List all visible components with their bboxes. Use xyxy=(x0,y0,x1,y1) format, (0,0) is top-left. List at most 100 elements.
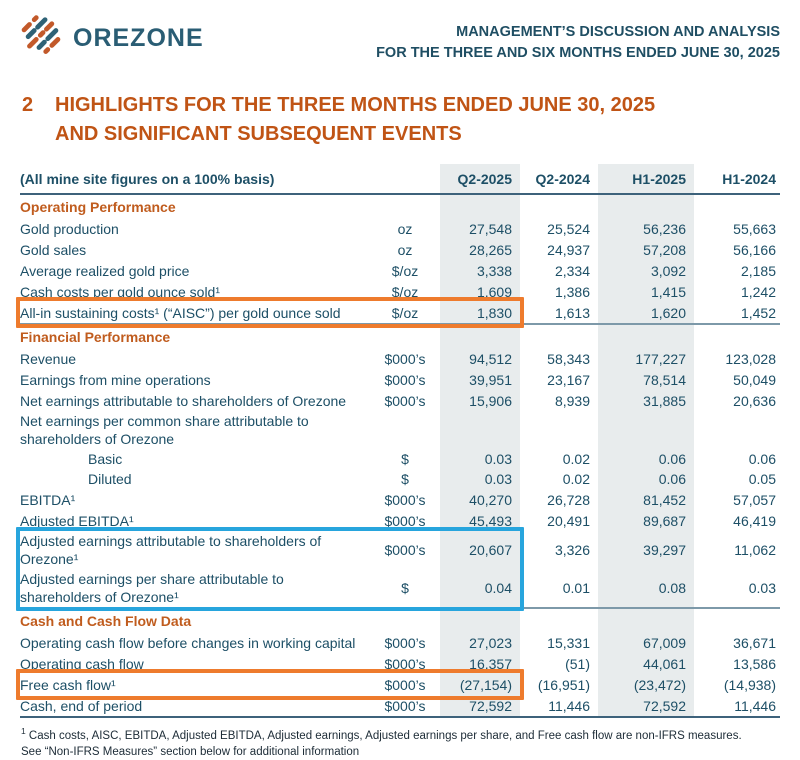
row-unit: oz xyxy=(397,241,413,258)
value-q2-2025: 45,493 xyxy=(440,510,520,531)
table-row: Adjusted earnings attributable to shareh… xyxy=(20,531,780,569)
value-h1-2025: 78,514 xyxy=(598,369,694,390)
value-h1-2025: 0.06 xyxy=(598,469,694,489)
cell-empty xyxy=(440,195,520,218)
value-h1-2025: 0.06 xyxy=(598,449,694,469)
row-unit: $000’s xyxy=(384,634,426,651)
row-label: Basic xyxy=(88,451,123,467)
row-unit: $000’s xyxy=(384,491,426,508)
section-title-line2: AND SIGNIFICANT SUBSEQUENT EVENTS xyxy=(55,123,462,145)
value-q2-2024: 15,331 xyxy=(547,634,590,651)
row-label: Diluted xyxy=(88,471,132,487)
row-unit: oz xyxy=(397,220,413,237)
row-label: EBITDA¹ xyxy=(20,491,76,508)
section-heading: 2 HIGHLIGHTS FOR THE THREE MONTHS ENDED … xyxy=(0,64,800,149)
table-row: Basic $ 0.03 0.02 0.06 0.06 xyxy=(20,449,780,469)
unit-column-header xyxy=(370,164,440,193)
value-q2-2025: 27,023 xyxy=(440,632,520,653)
table-row: Cash, end of period $000’s 72,592 11,446… xyxy=(20,695,780,718)
value-q2-2025: 16,357 xyxy=(440,653,520,674)
row-label: Cash costs per gold ounce sold¹ xyxy=(20,283,220,300)
value-q2-2025: 0.03 xyxy=(440,449,520,469)
row-label: Free cash flow¹ xyxy=(20,676,116,693)
table-row: Average realized gold price $/oz 3,338 2… xyxy=(20,260,780,281)
value-q2-2025: 94,512 xyxy=(440,348,520,369)
row-unit: $000’s xyxy=(384,512,426,529)
column-header-q2-2024: Q2-2024 xyxy=(535,171,590,187)
row-label: Earnings from mine operations xyxy=(20,371,211,388)
row-label: Adjusted earnings per share attributable… xyxy=(20,571,284,605)
row-label: Cash, end of period xyxy=(20,697,143,714)
value-q2-2024: 24,937 xyxy=(547,241,590,258)
document-title: MANAGEMENT’S DISCUSSION AND ANALYSIS FOR… xyxy=(376,13,780,64)
value-h1-2025: 72,592 xyxy=(598,695,694,716)
value-h1-2024: 20,636 xyxy=(733,392,776,409)
free-cash-flow-highlight-box: Free cash flow¹ $000’s (27,154) (16,951)… xyxy=(16,669,780,700)
group-header-operating-performance: Operating Performance xyxy=(20,195,780,218)
row-unit: $/oz xyxy=(391,283,419,300)
value-q2-2024: 1,613 xyxy=(554,304,590,321)
row-label: Net earnings attributable to shareholder… xyxy=(20,392,347,409)
value-h1-2025: 39,297 xyxy=(598,531,694,569)
cell-empty xyxy=(520,325,598,348)
value-q2-2025: 27,548 xyxy=(440,218,520,239)
value-h1-2025: 1,415 xyxy=(598,281,694,302)
row-unit: $000’s xyxy=(384,350,426,367)
row-label: Gold production xyxy=(20,220,119,237)
cell-empty xyxy=(598,609,694,632)
value-q2-2025: 40,270 xyxy=(440,489,520,510)
orezone-logo-icon xyxy=(18,13,64,64)
table-row: Net earnings attributable to shareholder… xyxy=(20,390,780,411)
value-q2-2025: 1,609 xyxy=(440,281,520,302)
value-h1-2024: 11,446 xyxy=(734,697,776,714)
cell-empty xyxy=(694,195,780,218)
value-q2-2024 xyxy=(520,411,598,449)
column-header-h1-2025: H1-2025 xyxy=(598,164,694,193)
section-title: HIGHLIGHTS FOR THE THREE MONTHS ENDED JU… xyxy=(55,91,655,149)
value-h1-2025: 44,061 xyxy=(598,653,694,674)
table-row: Gold sales oz 28,265 24,937 57,208 56,16… xyxy=(20,239,780,260)
value-h1-2025 xyxy=(598,411,694,449)
value-q2-2024: 11,446 xyxy=(548,697,590,714)
row-label: All-in sustaining costs¹ (“AISC”) per go… xyxy=(20,304,341,321)
cell-empty xyxy=(598,195,694,218)
cell-empty xyxy=(440,325,520,348)
adjusted-earnings-highlight-box: Adjusted earnings attributable to shareh… xyxy=(16,527,780,611)
value-h1-2024: 56,166 xyxy=(733,241,776,258)
column-header-q2-2025: Q2-2025 xyxy=(440,164,520,193)
cell-empty xyxy=(370,325,440,348)
document-title-line1: MANAGEMENT’S DISCUSSION AND ANALYSIS xyxy=(456,24,780,40)
value-h1-2024: 50,049 xyxy=(733,371,776,388)
document-title-line2: FOR THE THREE AND SIX MONTHS ENDED JUNE … xyxy=(376,45,780,61)
row-label: Operating cash flow xyxy=(20,655,144,672)
value-q2-2025: (27,154) xyxy=(440,674,520,695)
row-unit: $000’s xyxy=(384,697,426,714)
value-h1-2024: 57,057 xyxy=(733,491,776,508)
table-row: Cash costs per gold ounce sold¹ $/oz 1,6… xyxy=(20,281,780,302)
brand-wordmark: OREZONE xyxy=(73,24,204,52)
value-h1-2024: 13,586 xyxy=(733,655,776,672)
table-row: Gold production oz 27,548 25,524 56,236 … xyxy=(20,218,780,239)
value-q2-2025: 15,906 xyxy=(440,390,520,411)
value-q2-2024: 1,386 xyxy=(554,283,590,300)
value-h1-2025: 3,092 xyxy=(598,260,694,281)
cell-empty xyxy=(598,325,694,348)
value-h1-2024: 0.03 xyxy=(748,580,776,596)
value-q2-2024: 8,939 xyxy=(554,392,590,409)
value-q2-2024: 25,524 xyxy=(547,220,590,237)
value-h1-2024: (14,938) xyxy=(723,676,776,693)
value-q2-2024: 0.02 xyxy=(562,471,590,487)
table-row: Operating cash flow $000’s 16,357 (51) 4… xyxy=(20,653,780,674)
value-q2-2024: 26,728 xyxy=(547,491,590,508)
value-q2-2025: 0.03 xyxy=(440,469,520,489)
value-h1-2025: 67,009 xyxy=(598,632,694,653)
value-q2-2024: 3,326 xyxy=(554,542,590,558)
highlights-table: (All mine site figures on a 100% basis) … xyxy=(16,164,780,718)
section-number: 2 xyxy=(22,94,34,116)
table-row: Diluted $ 0.03 0.02 0.06 0.05 xyxy=(20,469,780,489)
value-h1-2024: 46,419 xyxy=(733,512,776,529)
value-h1-2025: 56,236 xyxy=(598,218,694,239)
table-header-row: (All mine site figures on a 100% basis) … xyxy=(20,164,780,195)
value-h1-2024: 0.05 xyxy=(748,471,776,487)
column-header-h1-2024: H1-2024 xyxy=(722,171,776,187)
